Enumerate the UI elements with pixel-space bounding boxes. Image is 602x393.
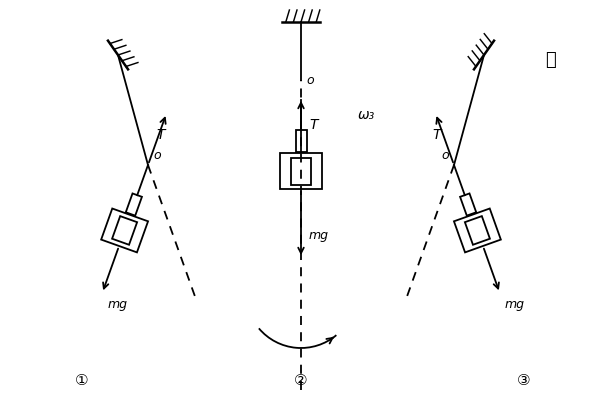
Text: mg: mg <box>107 298 127 311</box>
Text: 北: 北 <box>545 51 556 69</box>
Text: o: o <box>306 73 314 86</box>
Text: T: T <box>309 118 317 132</box>
Text: mg: mg <box>309 228 329 242</box>
Text: ①: ① <box>75 373 89 388</box>
Polygon shape <box>291 158 311 184</box>
Polygon shape <box>465 216 490 245</box>
Text: mg: mg <box>505 298 525 311</box>
Text: ③: ③ <box>517 373 531 388</box>
Text: o: o <box>441 149 449 162</box>
Text: o: o <box>153 149 161 162</box>
Text: ②: ② <box>294 373 308 388</box>
Text: T: T <box>156 128 164 142</box>
Text: T: T <box>432 128 441 142</box>
Text: ω₃: ω₃ <box>358 108 375 122</box>
Polygon shape <box>112 216 137 245</box>
